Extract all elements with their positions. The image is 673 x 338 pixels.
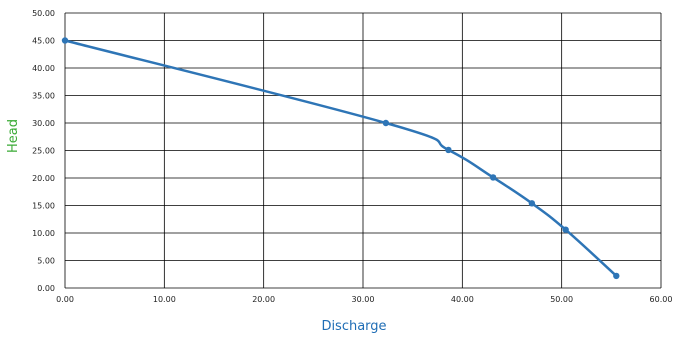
series-line: [63, 39, 618, 278]
data-point: [382, 119, 390, 127]
x-axis-title: Discharge: [321, 319, 386, 334]
y-tick-label: 45.00: [32, 37, 55, 46]
x-tick-label: 40.00: [451, 295, 474, 304]
x-tick-labels: 0.00 10.00 20.00 30.00 40.00 50.00 60.00: [56, 295, 672, 304]
grid: [64, 12, 662, 289]
data-point: [613, 272, 620, 280]
x-tick-label: 50.00: [550, 295, 573, 304]
x-tick-label: 10.00: [153, 295, 176, 304]
y-tick-label: 20.00: [32, 174, 55, 183]
x-tick-label: 0.00: [56, 295, 74, 304]
y-tick-label: 25.00: [32, 147, 55, 156]
data-point: [61, 37, 69, 44]
y-tick-label: 50.00: [32, 9, 55, 18]
data-point: [445, 146, 452, 154]
y-axis-title: Head: [6, 119, 21, 153]
data-point: [562, 226, 569, 233]
x-tick-label: 30.00: [352, 295, 375, 304]
x-tick-label: 20.00: [252, 295, 275, 304]
y-tick-label: 5.00: [37, 257, 55, 266]
data-point: [528, 200, 536, 207]
y-tick-label: 15.00: [32, 202, 55, 211]
y-tick-label: 40.00: [32, 64, 55, 73]
y-tick-label: 35.00: [32, 92, 55, 101]
data-point: [489, 174, 497, 181]
y-tick-label: 0.00: [37, 284, 55, 293]
y-tick-label: 10.00: [32, 229, 55, 238]
series: [61, 37, 620, 280]
y-tick-labels: 0.00 5.00 10.00 15.00 20.00 25.00 30.00 35.00 40…: [32, 9, 55, 293]
x-tick-label: 60.00: [650, 295, 673, 304]
y-tick-label: 30.00: [32, 119, 55, 128]
